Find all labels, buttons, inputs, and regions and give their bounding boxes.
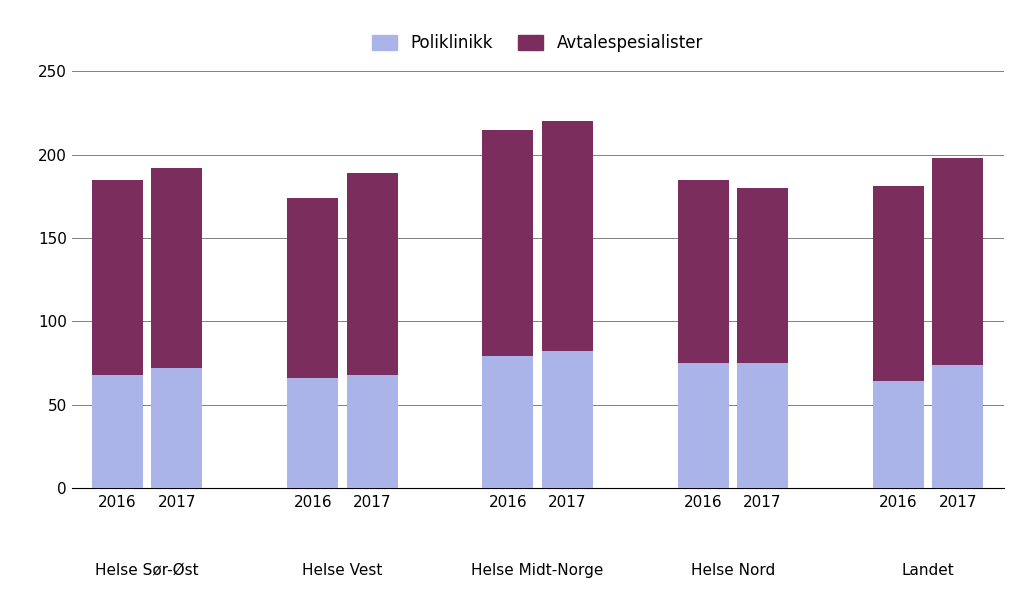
Bar <box>482 356 534 488</box>
Bar <box>542 121 593 351</box>
Text: Helse Vest: Helse Vest <box>302 563 383 578</box>
Bar <box>288 198 338 378</box>
Text: Helse Nord: Helse Nord <box>690 563 775 578</box>
Bar <box>737 363 787 488</box>
Bar <box>678 363 728 488</box>
Bar <box>347 375 397 488</box>
Bar <box>932 158 983 365</box>
Bar <box>678 180 728 363</box>
Bar <box>92 180 143 375</box>
Bar <box>92 375 143 488</box>
Text: Helse Midt-Norge: Helse Midt-Norge <box>471 563 604 578</box>
Legend: Poliklinikk, Avtalespesialister: Poliklinikk, Avtalespesialister <box>364 26 712 60</box>
Text: Landet: Landet <box>901 563 954 578</box>
Text: Helse Sør-Øst: Helse Sør-Øst <box>95 563 199 578</box>
Bar <box>872 381 924 488</box>
Bar <box>932 365 983 488</box>
Bar <box>542 351 593 488</box>
Bar <box>872 186 924 381</box>
Bar <box>347 173 397 375</box>
Bar <box>152 368 203 488</box>
Bar <box>152 168 203 368</box>
Bar <box>288 378 338 488</box>
Bar <box>482 130 534 356</box>
Bar <box>737 188 787 363</box>
